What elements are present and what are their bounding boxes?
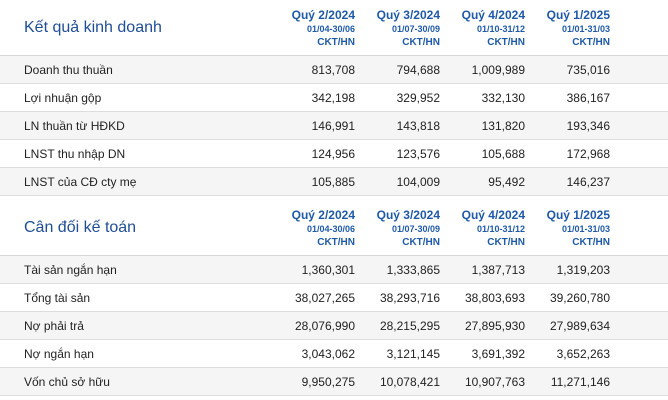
cell-value: 27,989,634	[549, 318, 610, 333]
date-range: 01/10-31/12	[476, 24, 525, 34]
cell-value: 38,027,265	[294, 290, 355, 305]
cell-value: 386,167	[566, 90, 610, 105]
row-label: LN thuần từ HĐKD	[24, 118, 125, 133]
table-row: Doanh thu thuần 813,708 794,688 1,009,98…	[0, 56, 668, 84]
quarter-label[interactable]: Quý 2/2024	[291, 8, 355, 22]
column-header: Quý 3/2024 01/07-30/09 CKT/HN	[355, 200, 440, 255]
cell-value: 172,968	[566, 146, 610, 161]
cell-value: 28,076,990	[294, 318, 355, 333]
cell-value: 3,691,392	[471, 346, 525, 361]
quarter-label[interactable]: Quý 3/2024	[376, 8, 440, 22]
cell-value: 38,293,716	[379, 290, 440, 305]
unit-label: CKT/HN	[317, 37, 355, 48]
row-label: Tài sản ngắn hạn	[24, 262, 117, 277]
income-statement-section: Kết quả kinh doanh Quý 2/2024 01/04-30/0…	[0, 0, 668, 196]
cell-value: 332,130	[481, 90, 525, 105]
table-row: LN thuần từ HĐKD 146,991 143,818 131,820…	[0, 112, 668, 140]
cell-value: 105,688	[481, 146, 525, 161]
cell-value: 27,895,930	[464, 318, 525, 333]
cell-value: 3,652,263	[556, 346, 610, 361]
row-label: LNST của CĐ cty mẹ	[24, 174, 137, 189]
cell-value: 1,319,203	[556, 262, 610, 277]
date-range: 01/01-31/03	[561, 224, 610, 234]
cell-value: 39,260,780	[549, 290, 610, 305]
cell-value: 193,346	[566, 118, 610, 133]
cell-value: 104,009	[396, 174, 440, 189]
table-row: LNST thu nhập DN 124,956 123,576 105,688…	[0, 140, 668, 168]
unit-label: CKT/HN	[487, 37, 525, 48]
row-label: Lợi nhuận gộp	[24, 90, 102, 105]
cell-value: 146,237	[566, 174, 610, 189]
date-range: 01/04-30/06	[306, 224, 355, 234]
cell-value: 735,016	[566, 62, 610, 77]
column-header: Quý 2/2024 01/04-30/06 CKT/HN	[270, 200, 355, 255]
date-range: 01/04-30/06	[306, 24, 355, 34]
unit-label: CKT/HN	[572, 237, 610, 248]
quarter-label[interactable]: Quý 4/2024	[461, 8, 525, 22]
table-row: Nợ phải trả 28,076,990 28,215,295 27,895…	[0, 312, 668, 340]
date-range: 01/07-30/09	[391, 224, 440, 234]
date-range: 01/01-31/03	[561, 24, 610, 34]
cell-value: 123,576	[396, 146, 440, 161]
date-range: 01/10-31/12	[476, 224, 525, 234]
cell-value: 794,688	[396, 62, 440, 77]
quarter-label[interactable]: Quý 2/2024	[291, 208, 355, 222]
cell-value: 3,121,145	[386, 346, 440, 361]
row-label: Doanh thu thuần	[24, 62, 113, 77]
balance-sheet-title[interactable]: Cân đối kế toán	[24, 218, 137, 236]
column-header: Quý 3/2024 01/07-30/09 CKT/HN	[355, 0, 440, 55]
date-range: 01/07-30/09	[391, 24, 440, 34]
income-statement-title[interactable]: Kết quả kinh doanh	[24, 18, 162, 36]
cell-value: 131,820	[481, 118, 525, 133]
cell-value: 1,009,989	[471, 62, 525, 77]
column-header: Quý 1/2025 01/01-31/03 CKT/HN	[525, 0, 610, 55]
table-row: LNST của CĐ cty mẹ 105,885 104,009 95,49…	[0, 168, 668, 196]
cell-value: 3,043,062	[301, 346, 355, 361]
quarter-label[interactable]: Quý 1/2025	[546, 208, 610, 222]
table-row: Tài sản ngắn hạn 1,360,301 1,333,865 1,3…	[0, 256, 668, 284]
quarter-label[interactable]: Quý 3/2024	[376, 208, 440, 222]
cell-value: 342,198	[311, 90, 355, 105]
cell-value: 813,708	[311, 62, 355, 77]
cell-value: 95,492	[488, 174, 525, 189]
row-label: Nợ phải trả	[24, 318, 84, 333]
unit-label: CKT/HN	[402, 37, 440, 48]
balance-sheet-section: Cân đối kế toán Quý 2/2024 01/04-30/06 C…	[0, 200, 668, 396]
cell-value: 28,215,295	[379, 318, 440, 333]
cell-value: 124,956	[311, 146, 355, 161]
cell-value: 1,333,865	[386, 262, 440, 277]
row-label: Tổng tài sản	[24, 290, 91, 305]
quarter-label[interactable]: Quý 4/2024	[461, 208, 525, 222]
cell-value: 1,387,713	[471, 262, 525, 277]
cell-value: 11,271,146	[550, 374, 610, 389]
unit-label: CKT/HN	[487, 237, 525, 248]
row-label: LNST thu nhập DN	[24, 146, 126, 161]
cell-value: 9,950,275	[301, 374, 355, 389]
column-header: Quý 1/2025 01/01-31/03 CKT/HN	[525, 200, 610, 255]
table-row: Lợi nhuận gộp 342,198 329,952 332,130 38…	[0, 84, 668, 112]
column-header: Quý 4/2024 01/10-31/12 CKT/HN	[440, 0, 525, 55]
table-row: Tổng tài sản 38,027,265 38,293,716 38,80…	[0, 284, 668, 312]
cell-value: 105,885	[311, 174, 355, 189]
row-label: Vốn chủ sở hữu	[24, 374, 110, 389]
unit-label: CKT/HN	[572, 37, 610, 48]
row-label: Nợ ngắn hạn	[24, 346, 94, 361]
cell-value: 146,991	[311, 118, 355, 133]
income-statement-header: Kết quả kinh doanh Quý 2/2024 01/04-30/0…	[0, 0, 668, 56]
column-header: Quý 4/2024 01/10-31/12 CKT/HN	[440, 200, 525, 255]
unit-label: CKT/HN	[402, 237, 440, 248]
cell-value: 10,907,763	[464, 374, 525, 389]
cell-value: 1,360,301	[301, 262, 355, 277]
table-row: Vốn chủ sở hữu 9,950,275 10,078,421 10,9…	[0, 368, 668, 396]
balance-sheet-header: Cân đối kế toán Quý 2/2024 01/04-30/06 C…	[0, 200, 668, 256]
quarter-label[interactable]: Quý 1/2025	[546, 8, 610, 22]
table-row: Nợ ngắn hạn 3,043,062 3,121,145 3,691,39…	[0, 340, 668, 368]
column-header: Quý 2/2024 01/04-30/06 CKT/HN	[270, 0, 355, 55]
cell-value: 329,952	[396, 90, 440, 105]
unit-label: CKT/HN	[317, 237, 355, 248]
cell-value: 38,803,693	[464, 290, 525, 305]
cell-value: 10,078,421	[379, 374, 440, 389]
cell-value: 143,818	[396, 118, 440, 133]
